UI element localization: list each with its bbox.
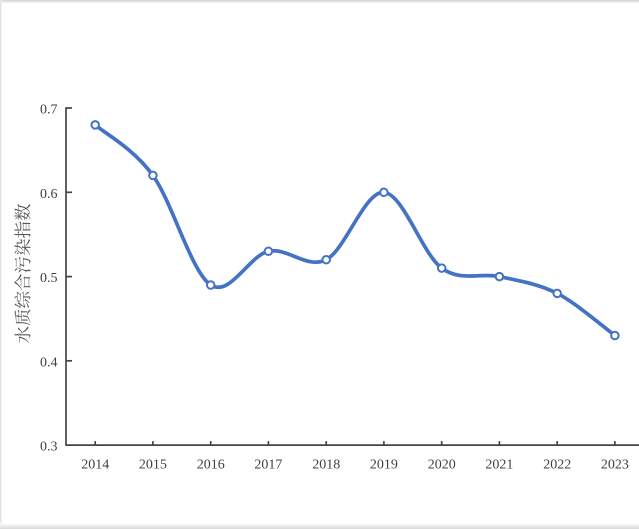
svg-text:2021: 2021 bbox=[485, 458, 513, 473]
svg-text:0.5: 0.5 bbox=[40, 271, 58, 286]
svg-text:2018: 2018 bbox=[312, 458, 340, 473]
svg-text:2023: 2023 bbox=[601, 458, 629, 473]
svg-text:0.6: 0.6 bbox=[40, 187, 58, 202]
svg-text:2015: 2015 bbox=[139, 458, 167, 473]
svg-text:0.4: 0.4 bbox=[40, 355, 58, 370]
svg-text:2016: 2016 bbox=[197, 458, 225, 473]
svg-text:2014: 2014 bbox=[81, 458, 109, 473]
svg-text:0.7: 0.7 bbox=[40, 103, 58, 118]
svg-text:2019: 2019 bbox=[370, 458, 398, 473]
svg-text:0.3: 0.3 bbox=[40, 440, 58, 455]
svg-text:2020: 2020 bbox=[428, 458, 456, 473]
svg-text:2017: 2017 bbox=[254, 458, 282, 473]
svg-text:2022: 2022 bbox=[543, 458, 571, 473]
